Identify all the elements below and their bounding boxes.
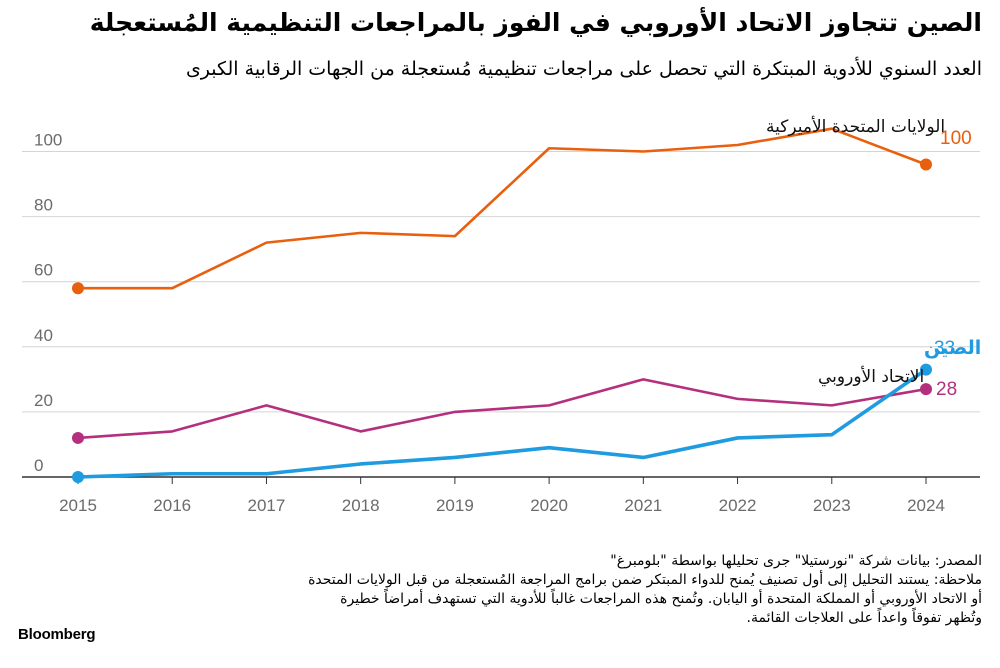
series-line-china [77, 368, 928, 479]
x-tick-label: 2018 [342, 496, 380, 515]
x-axis-ticks: 2015 2016 2017 2018 2019 2020 2021 2022 2023 2024 [59, 477, 945, 515]
series-line-us [78, 127, 927, 290]
y-tick-label: 40 [34, 326, 53, 345]
methodology-note-1: ملاحظة: يستند التحليل إلى أول تصنيف يُمن… [308, 572, 982, 588]
end-point-us [920, 158, 932, 171]
end-label-china: 33 [934, 338, 955, 359]
series-line-eu [77, 378, 927, 440]
x-tick-label: 2023 [813, 496, 851, 515]
start-point-us [72, 282, 84, 295]
source-note: المصدر: بيانات شركة "نورستيلا" جرى تحليل… [610, 553, 982, 569]
line-chart: 0 20 40 60 80 100 2015 2016 2017 2018 2019 2020 202… [22, 116, 981, 515]
chart-subtitle: العدد السنوي للأدوية المبتكرة التي تحصل … [185, 58, 982, 80]
series-lines [72, 127, 932, 483]
x-tick-label: 2021 [624, 496, 662, 515]
y-axis-ticks: 0 20 40 60 80 100 [34, 131, 62, 476]
methodology-note-3: وتُظهر تفوقاً واعداً على العلاجات القائم… [746, 610, 982, 626]
end-point-china [920, 363, 932, 376]
end-label-eu: 28 [936, 379, 957, 400]
chart-title: الصين تتجاوز الاتحاد الأوروبي في الفوز ب… [89, 8, 982, 37]
x-tick-label: 2016 [153, 496, 191, 515]
end-label-us: 100 [940, 128, 972, 149]
series-name-us: الولايات المتحدة الأميركية [766, 116, 945, 137]
series-labels: الولايات المتحدة الأميركية الاتحاد الأورو… [766, 116, 981, 400]
chart-footer: المصدر: بيانات شركة "نورستيلا" جرى تحليل… [202, 552, 982, 628]
end-point-eu [920, 383, 932, 396]
x-tick-label: 2017 [248, 496, 286, 515]
start-point-eu [72, 431, 84, 444]
x-tick-label: 2022 [719, 496, 757, 515]
y-tick-label: 100 [34, 131, 62, 150]
bloomberg-logo: Bloomberg [18, 626, 96, 643]
y-tick-label: 60 [34, 261, 53, 280]
series-name-eu: الاتحاد الأوروبي [818, 366, 924, 387]
methodology-note-2: أو الاتحاد الأوروبي أو المملكة المتحدة أ… [340, 591, 982, 607]
x-tick-label: 2020 [530, 496, 568, 515]
start-point-china [72, 471, 84, 483]
x-tick-label: 2019 [436, 496, 474, 515]
x-tick-label: 2015 [59, 496, 97, 515]
gridlines [22, 151, 980, 478]
x-tick-label: 2024 [907, 496, 945, 515]
y-tick-label: 80 [34, 196, 53, 215]
series-name-china: الصين [924, 337, 981, 359]
y-tick-label: 0 [34, 456, 43, 475]
y-tick-label: 20 [34, 391, 53, 410]
